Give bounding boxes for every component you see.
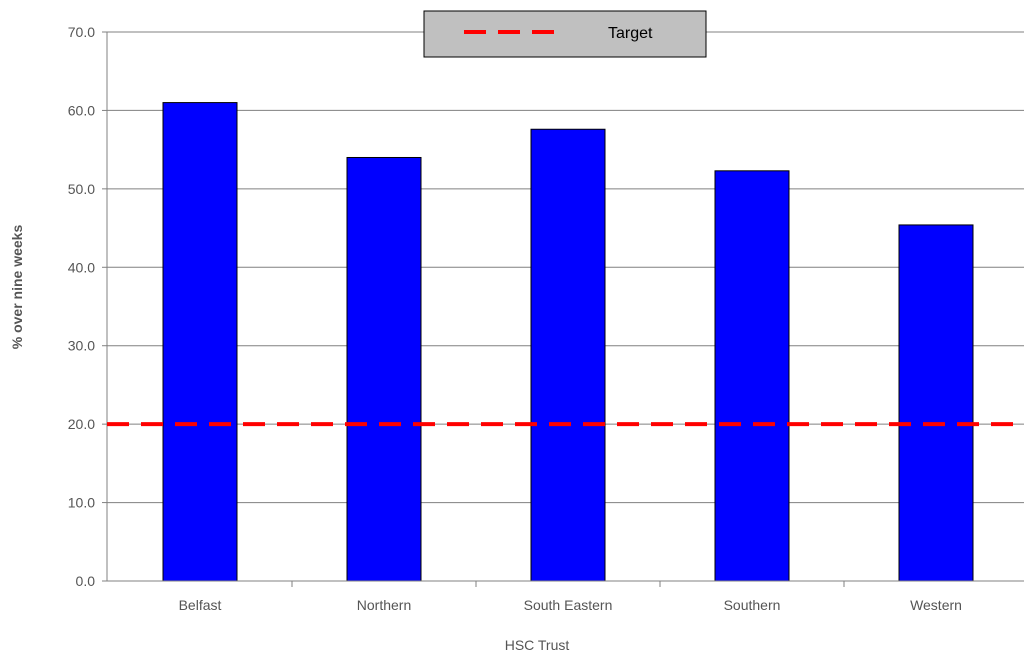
- bar-western: [898, 224, 974, 582]
- y-tick-label: 30.0: [68, 338, 95, 354]
- y-tick-labels: 0.0 10.0 20.0 30.0 40.0 50.0 60.0 70.0: [68, 24, 107, 589]
- bar-northern: [346, 156, 422, 582]
- y-tick-label: 40.0: [68, 259, 95, 275]
- y-axis-title: % over nine weeks: [9, 225, 25, 350]
- y-tick-label: 50.0: [68, 181, 95, 197]
- x-category-label: Northern: [357, 597, 411, 613]
- x-category-label: South Eastern: [524, 597, 613, 613]
- y-tick-label: 60.0: [68, 102, 95, 118]
- x-category-label: Belfast: [179, 597, 222, 613]
- axes: [106, 32, 1024, 582]
- bar-southern: [714, 170, 790, 582]
- y-tick-label: 20.0: [68, 416, 95, 432]
- bars: [162, 102, 974, 582]
- x-axis-title: HSC Trust: [505, 637, 570, 652]
- x-category-labels: Belfast Northern South Eastern Southern West…: [179, 581, 962, 613]
- y-tick-label: 0.0: [76, 573, 96, 589]
- x-category-label: Southern: [724, 597, 781, 613]
- y-tick-label: 70.0: [68, 24, 95, 40]
- legend: Target: [423, 10, 707, 58]
- y-tick-label: 10.0: [68, 495, 95, 511]
- legend-entry-target: Target: [608, 25, 653, 42]
- bar-belfast: [162, 102, 238, 582]
- bar-south-eastern: [530, 128, 606, 582]
- x-category-label: Western: [910, 597, 962, 613]
